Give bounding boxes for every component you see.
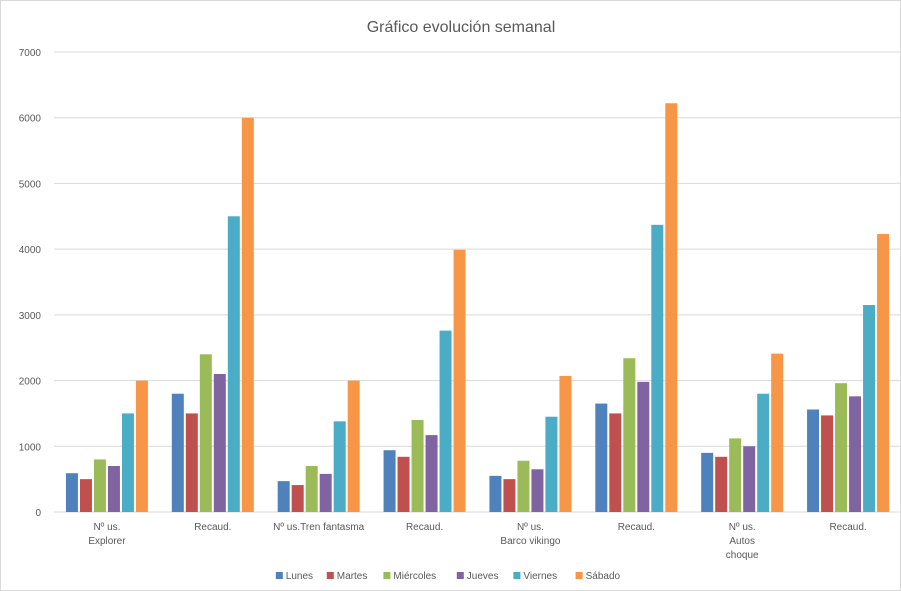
y-tick-label: 7000 xyxy=(19,48,42,59)
bar-jueves xyxy=(425,435,438,512)
bar-sábado xyxy=(665,103,678,512)
legend-swatch-jueves xyxy=(456,572,464,579)
bar-lunes xyxy=(171,393,184,512)
legend-label: Sábado xyxy=(586,571,621,582)
legend-label: Jueves xyxy=(467,571,499,582)
bar-jueves xyxy=(743,446,756,512)
bar-viernes xyxy=(121,413,134,512)
bar-viernes xyxy=(545,416,558,512)
bar-miércoles xyxy=(517,460,530,512)
legend: Lunes Martes Miércoles Jueves Viernes Sábado xyxy=(275,571,621,582)
x-tick-label: Recaud. xyxy=(618,522,655,533)
x-tick-label: Nº us. xyxy=(517,522,544,533)
bar-miércoles xyxy=(305,466,318,512)
legend-swatch-viernes xyxy=(513,572,521,579)
bar-lunes xyxy=(701,452,714,512)
bar-martes xyxy=(79,479,92,512)
bar-jueves xyxy=(849,396,862,512)
bar-miércoles xyxy=(199,354,212,512)
y-tick-label: 0 xyxy=(35,508,41,519)
bar-jueves xyxy=(107,466,120,512)
bar-sábado xyxy=(877,234,890,512)
y-tick-label: 3000 xyxy=(19,311,42,322)
bar-jueves xyxy=(213,374,226,512)
bar-viernes xyxy=(651,224,664,513)
bar-martes xyxy=(397,456,410,512)
x-tick-label: Nº us. xyxy=(729,522,756,533)
legend-label: Viernes xyxy=(523,571,557,582)
legend-label: Miércoles xyxy=(393,571,436,582)
bar-sábado xyxy=(559,375,572,512)
x-tick-label: Nº us. xyxy=(93,522,120,533)
legend-swatch-lunes xyxy=(275,572,283,579)
x-tick-label: Recaud. xyxy=(406,522,443,533)
legend-swatch-martes xyxy=(326,572,334,579)
bar-sábado xyxy=(453,249,466,513)
y-tick-label: 2000 xyxy=(19,377,42,388)
bar-martes xyxy=(291,485,304,512)
legend-swatch-miércoles xyxy=(383,572,391,579)
bar-sábado xyxy=(771,353,784,512)
bar-viernes xyxy=(227,216,240,513)
bar-lunes xyxy=(807,409,820,512)
y-tick-label: 6000 xyxy=(19,114,42,125)
bar-viernes xyxy=(757,393,770,512)
bar-viernes xyxy=(333,421,346,512)
bar-martes xyxy=(609,413,622,512)
y-tick-label: 1000 xyxy=(19,442,42,453)
bar-miércoles xyxy=(835,383,848,512)
bar-martes xyxy=(821,415,834,512)
x-tick-label: Nº us.Tren fantasma xyxy=(273,522,365,533)
bar-martes xyxy=(715,456,728,512)
bar-jueves xyxy=(637,381,650,512)
y-tick-label: 5000 xyxy=(19,179,42,190)
x-tick-label: Recaud. xyxy=(194,522,231,533)
legend-label: Lunes xyxy=(286,571,313,582)
bar-viernes xyxy=(863,305,876,512)
x-axis-ticks: Nº us. Explorer Recaud. Nº us.Tren fantasma… xyxy=(88,522,866,561)
bar-miércoles xyxy=(729,438,742,512)
legend-swatch-sábado xyxy=(575,572,583,579)
y-tick-label: 4000 xyxy=(19,245,42,256)
bars xyxy=(65,103,890,513)
bar-lunes xyxy=(489,475,502,512)
bar-miércoles xyxy=(411,420,424,512)
bar-viernes xyxy=(439,330,452,512)
bar-jueves xyxy=(531,469,544,512)
x-tick-label: Barco vikingo xyxy=(500,536,560,547)
bar-martes xyxy=(503,479,516,512)
chart-title: Gráfico evolución semanal xyxy=(367,19,556,36)
bar-miércoles xyxy=(623,358,636,512)
x-tick-label: Recaud. xyxy=(829,522,866,533)
bar-sábado xyxy=(135,380,148,512)
bar-martes xyxy=(185,413,198,512)
bar-sábado xyxy=(347,380,360,512)
bar-lunes xyxy=(595,403,608,512)
x-tick-label: Explorer xyxy=(88,536,126,547)
bar-lunes xyxy=(65,473,78,512)
bar-jueves xyxy=(319,473,332,512)
bar-lunes xyxy=(277,481,290,512)
x-tick-label: Autos xyxy=(729,536,755,547)
bar-lunes xyxy=(383,450,396,512)
bar-miércoles xyxy=(93,459,106,512)
bar-sábado xyxy=(241,117,254,512)
y-axis-ticks: 0 1000 2000 3000 4000 5000 6000 7000 xyxy=(19,48,42,519)
x-tick-label: choque xyxy=(726,550,759,561)
legend-label: Martes xyxy=(337,571,368,582)
